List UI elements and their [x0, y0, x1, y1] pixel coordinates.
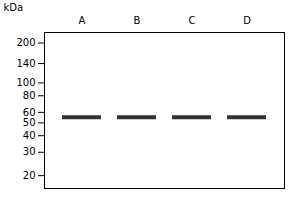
svg-text:200: 200 — [16, 37, 35, 48]
svg-text:B: B — [134, 15, 141, 26]
svg-text:100: 100 — [16, 77, 35, 88]
svg-text:A: A — [79, 15, 86, 26]
svg-text:C: C — [189, 15, 196, 26]
svg-text:140: 140 — [16, 58, 35, 69]
svg-text:80: 80 — [23, 90, 36, 101]
svg-text:50: 50 — [23, 117, 36, 128]
svg-text:20: 20 — [23, 170, 36, 181]
svg-text:40: 40 — [23, 130, 36, 141]
svg-text:D: D — [243, 15, 251, 26]
svg-text:30: 30 — [23, 146, 36, 157]
svg-text:kDa: kDa — [4, 2, 24, 13]
svg-text:60: 60 — [23, 107, 36, 118]
